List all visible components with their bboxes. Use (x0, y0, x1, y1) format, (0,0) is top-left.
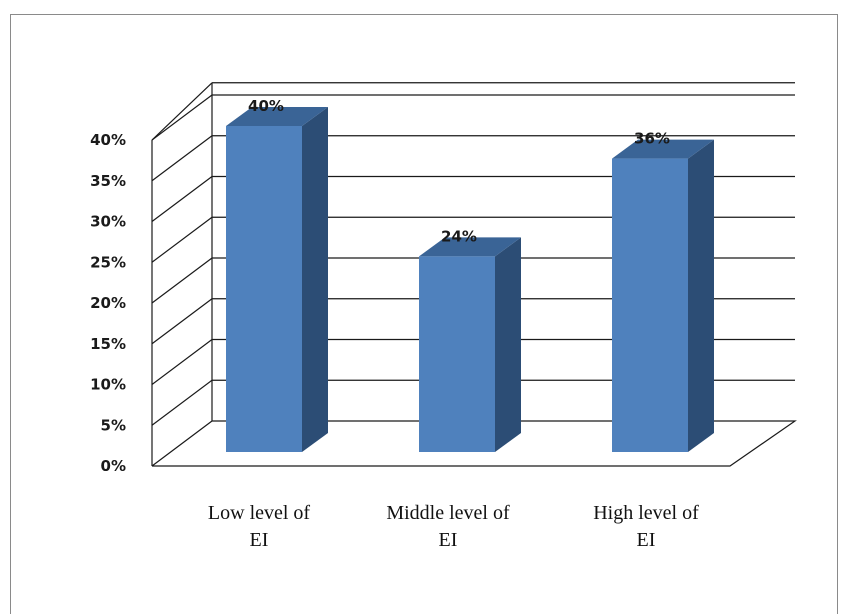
y-tick-label: 30% (90, 213, 126, 231)
y-tick-label: 0% (101, 457, 126, 475)
gridline-side-25 (151, 216, 213, 263)
bar-2 (612, 158, 688, 452)
y-tick-label: 35% (90, 172, 126, 190)
bar-side-1 (495, 237, 521, 452)
chart-frame (10, 14, 838, 614)
x-axis-labels: Low level of EI Middle level of EI High leve… (208, 502, 699, 551)
gridline-side-5 (151, 379, 213, 426)
x-tick-label: Middle level of (386, 502, 510, 524)
x-tick-label: EI (250, 529, 269, 551)
y-tick-label: 40% (90, 131, 126, 149)
bar-top-1 (419, 237, 521, 257)
gridline-side-30 (151, 176, 213, 222)
y-tick-label: 25% (90, 253, 126, 271)
data-label: 36% (634, 130, 670, 148)
bars (226, 107, 714, 452)
bar-chart: 0% 5% 10% 15% 20% 25% 30% 35% 40% 40% 24% 36% Low … (90, 82, 797, 551)
data-label: 24% (441, 227, 477, 245)
x-tick-label: High level of (593, 502, 699, 524)
gridline-side-20 (151, 257, 213, 304)
y-tick-label: 5% (101, 416, 126, 434)
y-tick-label: 10% (90, 376, 126, 394)
gridline-side-10 (151, 339, 213, 385)
x-tick-label: EI (439, 529, 458, 551)
bar-top-2 (612, 139, 714, 159)
y-tick-label: 20% (90, 294, 126, 312)
gridline-side-top (151, 82, 213, 141)
bar-top-0 (226, 107, 328, 126)
data-label: 40% (248, 97, 284, 115)
gridline-side-35 (151, 135, 213, 182)
gridline-side-15 (151, 298, 213, 345)
bar-side-2 (688, 139, 714, 452)
data-labels: 40% 24% 36% (248, 97, 670, 245)
gridline-side-40 (151, 94, 213, 141)
bar-1 (419, 256, 495, 452)
x-tick-label: EI (637, 529, 656, 551)
y-axis-ticks: 0% 5% 10% 15% 20% 25% 30% 35% 40% (90, 131, 126, 475)
x-tick-label: Low level of (208, 502, 311, 524)
bar-0 (226, 126, 302, 452)
y-tick-label: 15% (90, 335, 126, 353)
bar-side-0 (302, 107, 328, 452)
floor-outline (151, 420, 797, 467)
